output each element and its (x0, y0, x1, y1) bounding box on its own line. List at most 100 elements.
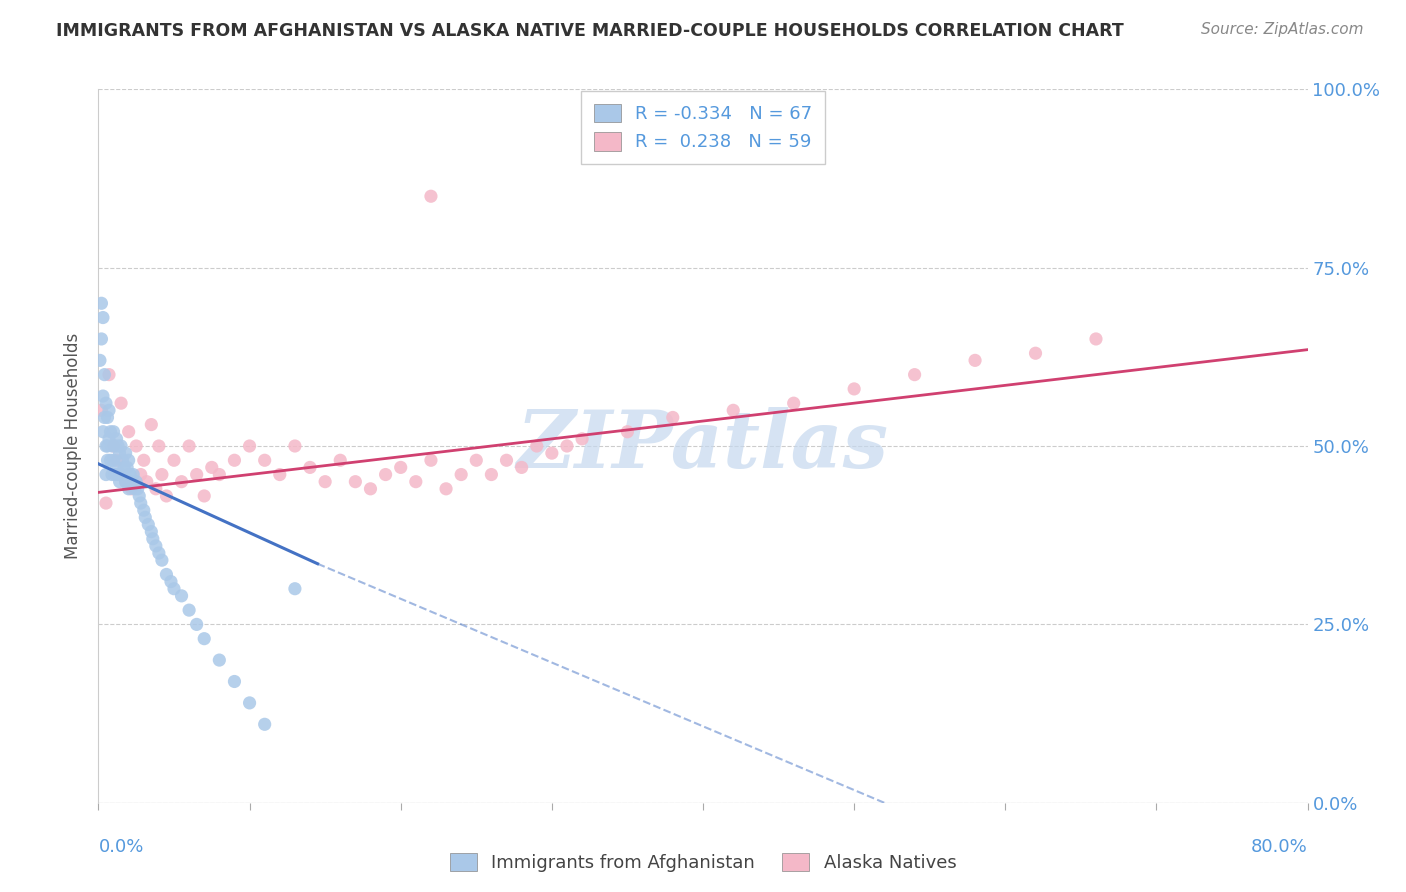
Point (253, 717, 276, 731)
Point (145, 482, 167, 496)
Point (374, 467, 396, 482)
Point (405, 475, 427, 489)
Point (495, 453, 517, 467)
Point (284, 582, 307, 596)
Point (110, 467, 132, 482)
Point (121, 475, 143, 489)
Point (129, 496, 152, 510)
Point (965, 353, 987, 368)
Point (103, 439, 125, 453)
Point (108, 446, 131, 460)
Point (179, 603, 201, 617)
Point (344, 475, 367, 489)
Point (163, 582, 186, 596)
Text: 0.0%: 0.0% (98, 838, 143, 856)
Point (284, 439, 307, 453)
Text: IMMIGRANTS FROM AFGHANISTAN VS ALASKA NATIVE MARRIED-COUPLE HOUSEHOLDS CORRELATI: IMMIGRANTS FROM AFGHANISTAN VS ALASKA NA… (56, 22, 1123, 40)
Point (208, 467, 231, 482)
Point (269, 467, 291, 482)
Point (224, 453, 246, 467)
Point (114, 475, 136, 489)
Point (129, 467, 152, 482)
Point (481, 467, 503, 482)
Point (100, 453, 122, 467)
Point (145, 539, 167, 553)
Point (224, 674, 246, 689)
Point (141, 417, 163, 432)
Point (132, 503, 155, 517)
Text: Source: ZipAtlas.com: Source: ZipAtlas.com (1201, 22, 1364, 37)
Point (101, 439, 124, 453)
Point (1085, 332, 1108, 346)
Point (103, 453, 125, 467)
Point (540, 446, 562, 460)
Point (661, 410, 683, 425)
Point (114, 475, 136, 489)
Point (107, 467, 129, 482)
Point (201, 460, 224, 475)
Point (90, 332, 112, 346)
Point (1024, 346, 1046, 360)
Point (193, 489, 215, 503)
Point (179, 439, 201, 453)
Point (90, 403, 112, 417)
Point (94, 439, 117, 453)
Point (128, 489, 150, 503)
Point (94, 467, 117, 482)
Point (125, 439, 148, 453)
Point (150, 467, 173, 482)
Point (208, 653, 231, 667)
Point (160, 574, 183, 589)
Point (450, 467, 472, 482)
Point (104, 467, 127, 482)
Point (112, 460, 135, 475)
Y-axis label: Married-couple Households: Married-couple Households (65, 333, 83, 559)
Point (94, 396, 117, 410)
Point (114, 446, 136, 460)
Point (844, 382, 866, 396)
Point (98, 368, 121, 382)
Point (155, 567, 177, 582)
Point (91, 389, 114, 403)
Point (148, 439, 170, 453)
Point (110, 396, 132, 410)
Point (118, 425, 141, 439)
Point (299, 460, 322, 475)
Point (420, 189, 443, 203)
Point (155, 489, 177, 503)
Point (148, 546, 170, 560)
Point (253, 453, 276, 467)
Point (571, 432, 593, 446)
Point (118, 453, 141, 467)
Point (434, 482, 457, 496)
Point (136, 517, 159, 532)
Point (120, 467, 142, 482)
Point (555, 439, 578, 453)
Point (93, 368, 115, 382)
Point (134, 510, 156, 524)
Point (465, 453, 488, 467)
Point (526, 439, 548, 453)
Point (510, 460, 533, 475)
Point (91, 310, 114, 325)
Point (96, 410, 118, 425)
Point (93, 410, 115, 425)
Point (135, 475, 157, 489)
Point (105, 453, 128, 467)
Point (100, 425, 122, 439)
Point (723, 403, 745, 417)
Legend: Immigrants from Afghanistan, Alaska Natives: Immigrants from Afghanistan, Alaska Nati… (443, 846, 963, 880)
Point (101, 467, 124, 482)
Point (105, 460, 128, 475)
Point (107, 439, 129, 453)
Point (115, 460, 138, 475)
Text: ZIPatlas: ZIPatlas (517, 408, 889, 484)
Point (163, 453, 186, 467)
Point (616, 425, 638, 439)
Point (314, 475, 336, 489)
Point (121, 482, 143, 496)
Point (186, 467, 208, 482)
Point (239, 696, 262, 710)
Point (783, 396, 806, 410)
Point (103, 425, 125, 439)
